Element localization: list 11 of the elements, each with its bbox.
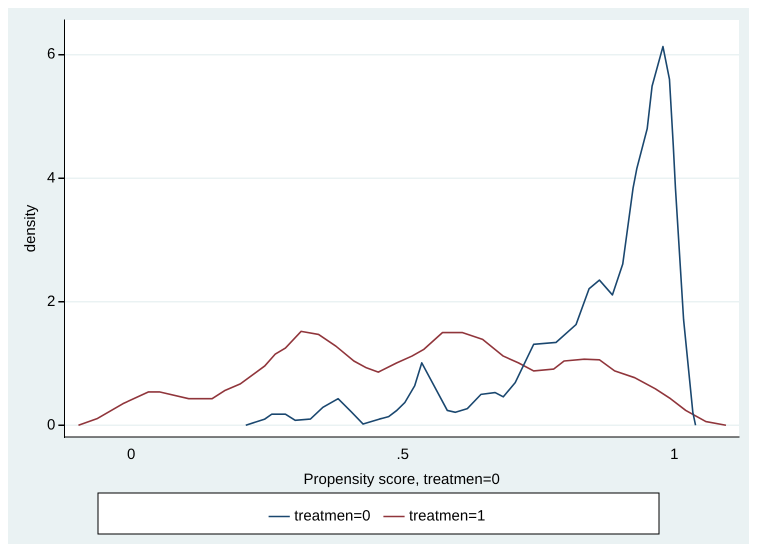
y-axis-title: density — [22, 204, 40, 252]
x-tick-label: 1 — [670, 446, 679, 464]
x-axis-title: Propensity score, treatmen=0 — [303, 471, 500, 488]
x-tick-label: 0 — [126, 446, 136, 464]
x-tick-label: .5 — [396, 446, 410, 464]
y-tick-label: 2 — [47, 292, 56, 310]
legend-label: treatmen=1 — [409, 508, 486, 525]
y-tick-label: 4 — [47, 169, 56, 186]
y-tick-label: 6 — [47, 46, 56, 63]
y-tick-label: 0 — [47, 416, 56, 434]
legend-label: treatmen=0 — [294, 508, 370, 525]
